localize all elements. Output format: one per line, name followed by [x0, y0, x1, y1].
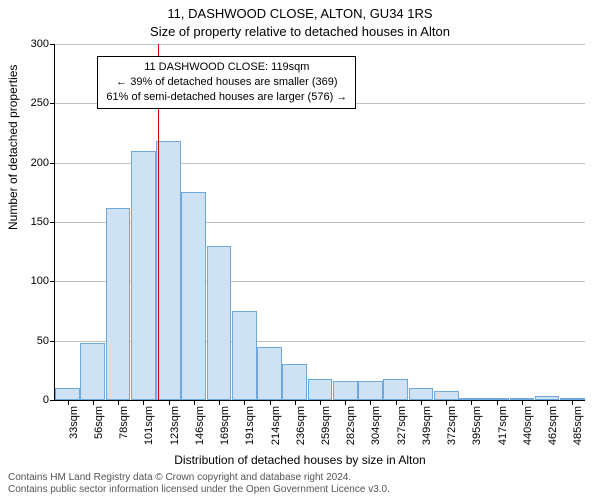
chart-container: 11, DASHWOOD CLOSE, ALTON, GU34 1RS Size… [0, 0, 600, 500]
xtick-mark [522, 400, 523, 405]
annotation-line3: 61% of semi-detached houses are larger (… [106, 90, 347, 105]
xtick-mark [471, 400, 472, 405]
ytick-mark [50, 281, 55, 282]
xtick-label: 462sqm [547, 406, 559, 445]
xtick-mark [572, 400, 573, 405]
xtick-label: 33sqm [68, 406, 80, 439]
xtick-label: 101sqm [143, 406, 155, 445]
histogram-bar [207, 246, 232, 400]
plot-area: 05010015020025030033sqm56sqm78sqm101sqm1… [54, 44, 585, 401]
xtick-label: 259sqm [320, 406, 332, 445]
chart-title-line1: 11, DASHWOOD CLOSE, ALTON, GU34 1RS [0, 6, 600, 21]
annotation-line2: ← 39% of detached houses are smaller (36… [106, 75, 347, 90]
footer-attribution: Contains HM Land Registry data © Crown c… [8, 472, 390, 496]
footer-line2: Contains public sector information licen… [8, 484, 390, 496]
histogram-bar [308, 379, 333, 400]
xtick-label: 327sqm [396, 406, 408, 445]
xtick-label: 146sqm [194, 406, 206, 445]
histogram-bar [232, 311, 257, 400]
ytick-mark [50, 103, 55, 104]
histogram-bar [409, 388, 434, 400]
histogram-bar [106, 208, 131, 400]
xtick-label: 78sqm [118, 406, 130, 439]
xtick-mark [497, 400, 498, 405]
histogram-bar [358, 381, 383, 400]
xtick-label: 123sqm [169, 406, 181, 445]
xtick-mark [244, 400, 245, 405]
histogram-bar [333, 381, 358, 400]
xtick-label: 236sqm [295, 406, 307, 445]
xtick-mark [219, 400, 220, 405]
xtick-label: 282sqm [345, 406, 357, 445]
ytick-mark [50, 400, 55, 401]
histogram-bar [80, 343, 105, 400]
ytick-label: 200 [31, 157, 49, 169]
xtick-mark [320, 400, 321, 405]
xtick-mark [547, 400, 548, 405]
ytick-label: 0 [43, 394, 49, 406]
xtick-label: 440sqm [522, 406, 534, 445]
footer-line1: Contains HM Land Registry data © Crown c… [8, 472, 390, 484]
chart-title-line2: Size of property relative to detached ho… [0, 24, 600, 39]
xtick-mark [270, 400, 271, 405]
ytick-label: 150 [31, 216, 49, 228]
histogram-bar [181, 192, 206, 400]
ytick-label: 100 [31, 275, 49, 287]
xtick-label: 56sqm [93, 406, 105, 439]
xtick-label: 395sqm [471, 406, 483, 445]
y-axis-label: Number of detached properties [6, 65, 20, 230]
ytick-mark [50, 222, 55, 223]
annotation-box: 11 DASHWOOD CLOSE: 119sqm← 39% of detach… [97, 56, 356, 109]
ytick-mark [50, 44, 55, 45]
gridline [55, 44, 585, 45]
xtick-mark [118, 400, 119, 405]
xtick-label: 169sqm [219, 406, 231, 445]
histogram-bar [55, 388, 80, 400]
xtick-mark [446, 400, 447, 405]
xtick-mark [93, 400, 94, 405]
ytick-label: 300 [31, 38, 49, 50]
xtick-label: 304sqm [370, 406, 382, 445]
histogram-bar [282, 364, 307, 400]
xtick-mark [345, 400, 346, 405]
xtick-mark [295, 400, 296, 405]
histogram-bar [434, 391, 459, 400]
xtick-mark [396, 400, 397, 405]
ytick-label: 250 [31, 97, 49, 109]
histogram-bar [156, 141, 181, 400]
histogram-bar [131, 151, 156, 400]
xtick-label: 191sqm [244, 406, 256, 445]
histogram-bar [257, 347, 282, 400]
xtick-mark [370, 400, 371, 405]
xtick-label: 372sqm [446, 406, 458, 445]
ytick-mark [50, 163, 55, 164]
x-axis-label: Distribution of detached houses by size … [0, 453, 600, 467]
ytick-label: 50 [37, 335, 49, 347]
xtick-mark [169, 400, 170, 405]
xtick-mark [68, 400, 69, 405]
xtick-label: 214sqm [270, 406, 282, 445]
xtick-mark [143, 400, 144, 405]
xtick-mark [421, 400, 422, 405]
annotation-line1: 11 DASHWOOD CLOSE: 119sqm [106, 60, 347, 75]
xtick-label: 417sqm [497, 406, 509, 445]
ytick-mark [50, 341, 55, 342]
histogram-bar [383, 379, 408, 400]
xtick-label: 349sqm [421, 406, 433, 445]
xtick-label: 485sqm [572, 406, 584, 445]
xtick-mark [194, 400, 195, 405]
